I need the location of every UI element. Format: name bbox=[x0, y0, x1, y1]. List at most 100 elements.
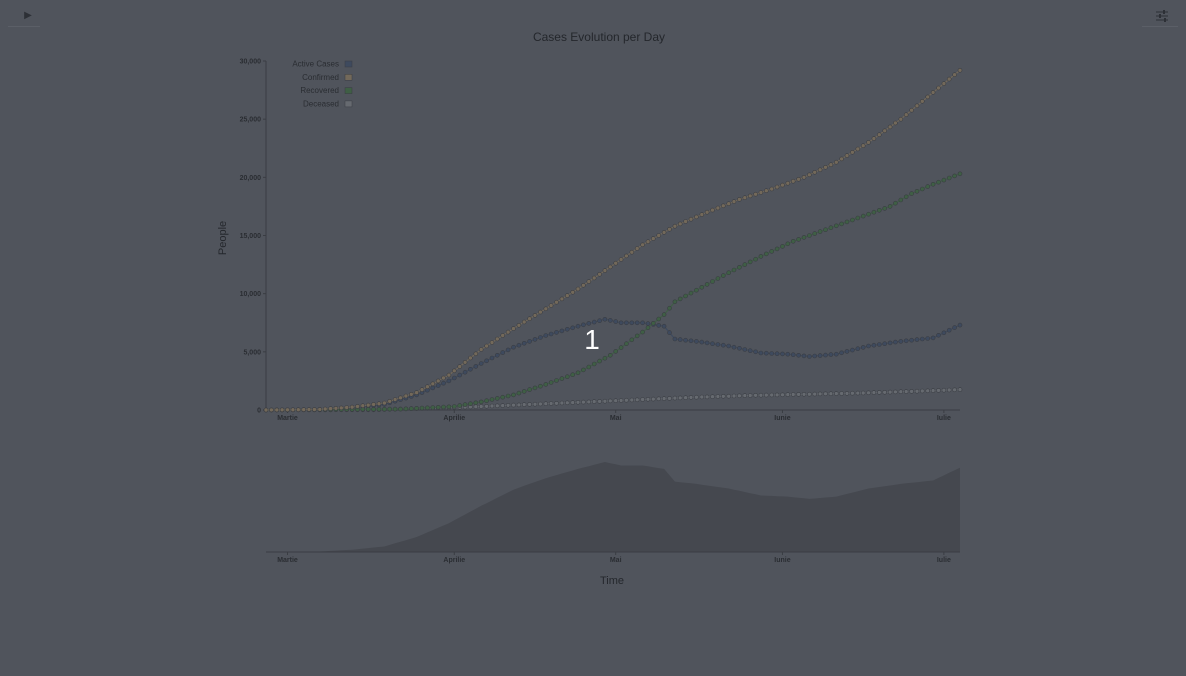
confirmed-point bbox=[575, 286, 581, 292]
confirmed-point bbox=[494, 336, 500, 342]
recovered-point bbox=[387, 406, 393, 412]
play-icon: ▶ bbox=[24, 10, 32, 21]
recovered-point bbox=[408, 406, 414, 411]
active-point bbox=[613, 319, 619, 324]
confirmed-point bbox=[903, 112, 909, 117]
overview-area[interactable] bbox=[266, 462, 960, 552]
confirmed-point bbox=[403, 393, 409, 399]
confirmed-point bbox=[328, 406, 333, 411]
settings-button[interactable] bbox=[1154, 8, 1170, 24]
deceased-point bbox=[683, 395, 688, 401]
active-point bbox=[645, 321, 651, 326]
recovered-point bbox=[731, 267, 737, 273]
active-point bbox=[446, 378, 452, 384]
recovered-point bbox=[919, 186, 925, 192]
deceased-point bbox=[570, 400, 576, 405]
confirmed-point bbox=[796, 177, 801, 182]
y-axis-label: People bbox=[217, 221, 229, 255]
recovered-point bbox=[737, 264, 742, 270]
deceased-point bbox=[618, 398, 624, 403]
recovered-point bbox=[446, 404, 452, 410]
recovered-point bbox=[946, 175, 952, 181]
active-point bbox=[715, 342, 721, 347]
confirmed-point bbox=[624, 253, 629, 259]
confirmed-point bbox=[468, 355, 473, 361]
recovered-point bbox=[441, 404, 446, 410]
active-point bbox=[930, 335, 936, 341]
deceased-point bbox=[559, 400, 565, 406]
confirmed-point bbox=[462, 359, 468, 365]
confirmed-point bbox=[263, 407, 269, 413]
deceased-point bbox=[661, 396, 667, 401]
confirmed-point bbox=[850, 150, 855, 155]
active-point bbox=[903, 338, 909, 344]
confirmed-point bbox=[365, 402, 371, 408]
recovered-point bbox=[613, 349, 619, 354]
play-button[interactable]: ▶ bbox=[20, 8, 36, 24]
confirmed-point bbox=[866, 140, 871, 145]
active-point bbox=[763, 350, 769, 356]
deceased-point bbox=[677, 395, 683, 401]
deceased-point bbox=[909, 389, 914, 394]
recovered-point bbox=[457, 403, 463, 408]
toolbar-left: ▶ bbox=[8, 6, 40, 27]
recovered-point bbox=[527, 387, 532, 392]
recovered-point bbox=[871, 209, 877, 215]
recovered-point bbox=[936, 179, 941, 185]
recovered-point bbox=[403, 406, 409, 412]
confirmed-point bbox=[807, 172, 812, 178]
deceased-point bbox=[807, 391, 812, 397]
deceased-point bbox=[532, 401, 538, 407]
active-point bbox=[893, 339, 898, 345]
toolbar-right bbox=[1142, 6, 1178, 27]
confirmed-point bbox=[801, 175, 807, 180]
confirmed-point bbox=[715, 205, 721, 211]
deceased-point bbox=[494, 403, 500, 409]
active-point bbox=[957, 322, 963, 328]
confirmed-point bbox=[812, 170, 818, 175]
recovered-point bbox=[828, 225, 834, 230]
active-point bbox=[559, 328, 565, 334]
confirmed-point bbox=[290, 407, 296, 413]
confirmed-point bbox=[914, 103, 920, 109]
active-point bbox=[946, 327, 952, 333]
confirmed-point bbox=[322, 406, 328, 412]
active-point bbox=[683, 337, 688, 343]
deceased-point bbox=[747, 393, 753, 398]
legend-label: Recovered bbox=[300, 86, 339, 95]
deceased-point bbox=[597, 399, 602, 404]
active-point bbox=[737, 345, 742, 351]
active-point bbox=[807, 354, 812, 359]
active-point bbox=[828, 352, 834, 357]
recovered-point bbox=[435, 404, 441, 410]
active-point bbox=[780, 351, 785, 357]
confirmed-point bbox=[489, 340, 495, 345]
deceased-point bbox=[823, 391, 828, 397]
confirmed-point bbox=[425, 384, 430, 390]
recovered-point bbox=[957, 171, 963, 177]
active-point bbox=[640, 320, 645, 326]
confirmed-point bbox=[548, 303, 554, 308]
deceased-point bbox=[941, 387, 947, 393]
recovered-point bbox=[570, 372, 576, 378]
deceased-point bbox=[500, 403, 506, 408]
confirmed-point bbox=[376, 401, 382, 407]
confirmed-point bbox=[871, 136, 877, 141]
confirmed-point bbox=[521, 319, 527, 325]
confirmed-point bbox=[355, 404, 360, 409]
recovered-point bbox=[667, 305, 672, 311]
deceased-point bbox=[629, 397, 635, 403]
active-point bbox=[876, 342, 882, 347]
recovered-point bbox=[850, 217, 855, 223]
active-point bbox=[925, 336, 931, 341]
y-tick-label: 20,000 bbox=[240, 175, 262, 182]
deceased-point bbox=[801, 391, 807, 397]
deceased-point bbox=[581, 399, 586, 405]
overview-area-path[interactable] bbox=[266, 462, 960, 552]
recovered-point bbox=[398, 406, 403, 412]
active-point bbox=[570, 325, 576, 331]
recovered-point bbox=[817, 229, 823, 234]
active-point bbox=[575, 323, 581, 329]
active-point bbox=[511, 344, 516, 350]
confirmed-point bbox=[478, 347, 484, 352]
